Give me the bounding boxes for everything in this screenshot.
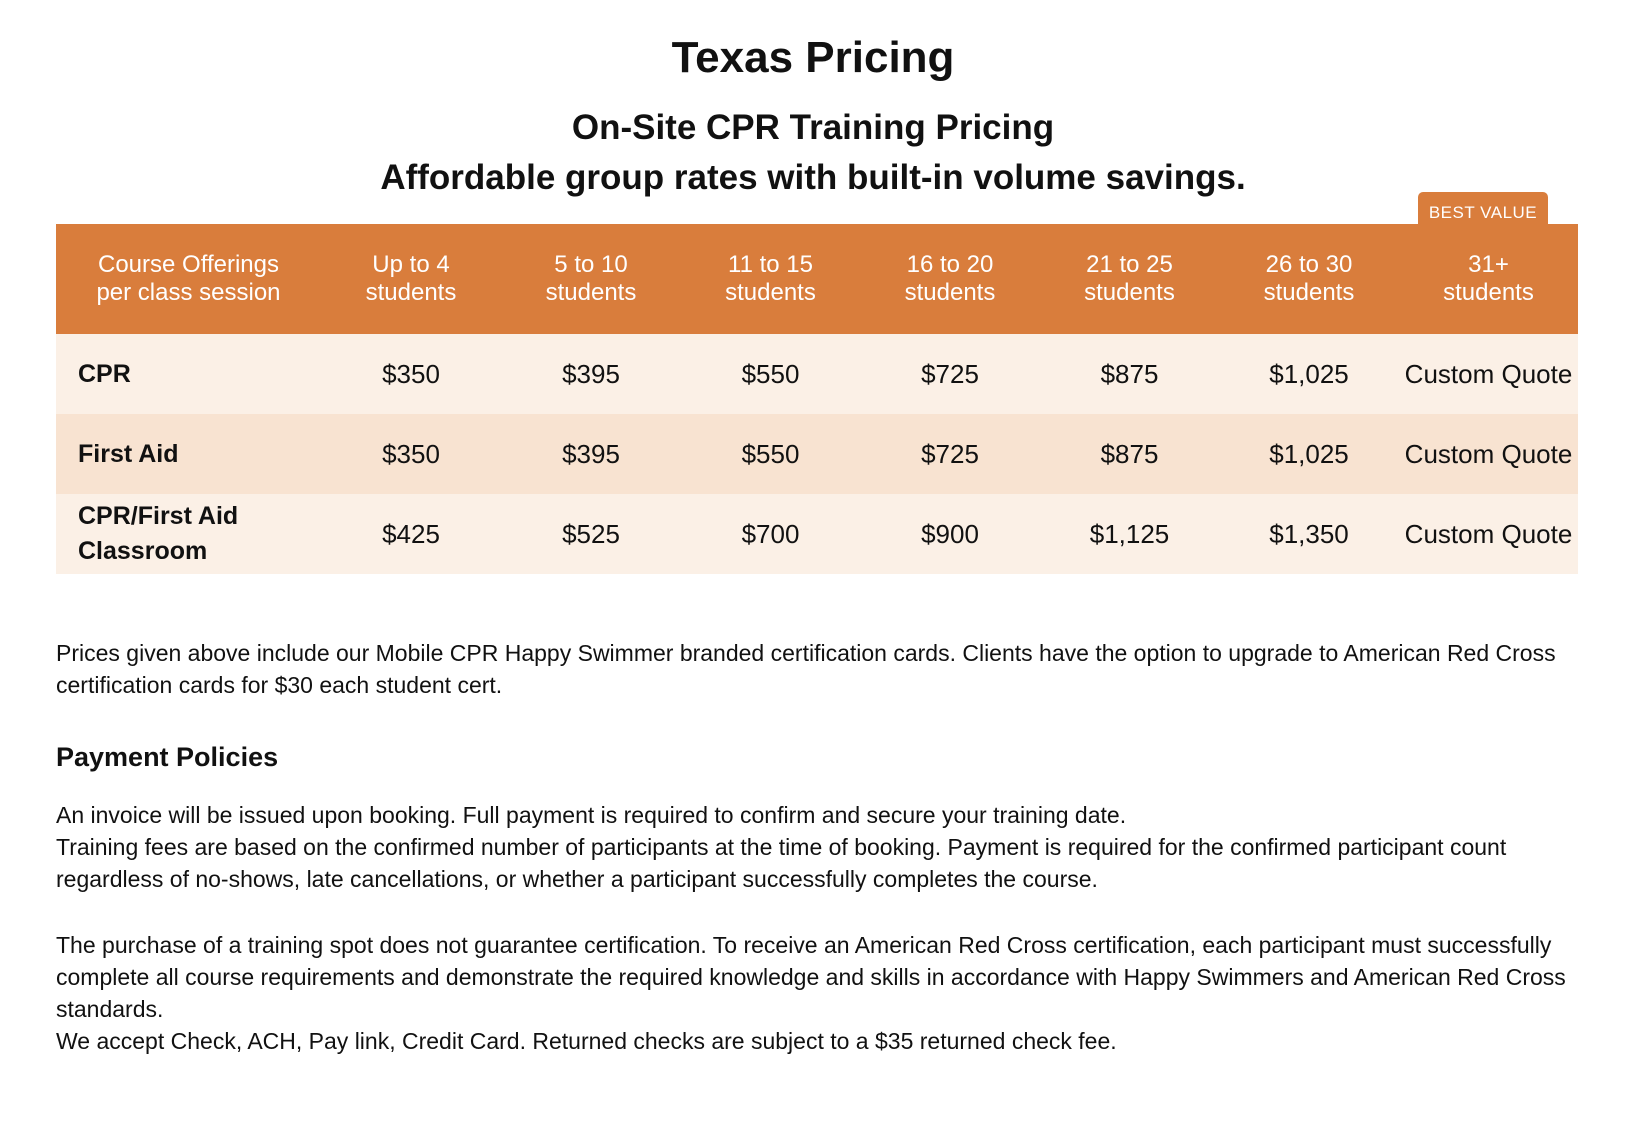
header-line: 5 to 10 xyxy=(554,251,628,278)
pricing-table-container: BEST VALUE Course Offerings per class se… xyxy=(56,192,1578,574)
course-name: CPR xyxy=(56,334,321,414)
header-tier-26-to-30: 26 to 30 students xyxy=(1219,224,1399,334)
header-line: 16 to 20 xyxy=(906,251,994,278)
header-tier-11-to-15: 11 to 15 students xyxy=(681,224,860,334)
price-cell: $350 xyxy=(321,334,501,414)
course-name-line: CPR/First Aid xyxy=(78,502,239,530)
header-tier-31-plus: 31+ students xyxy=(1399,224,1578,334)
header-line: 31+ xyxy=(1468,251,1509,278)
header-tier-up-to-4: Up to 4 students xyxy=(321,224,501,334)
header-line: students xyxy=(904,279,996,306)
header-line: students xyxy=(545,279,637,306)
prices-note-text: Prices given above include our Mobile CP… xyxy=(56,640,1556,698)
price-cell: $1,025 xyxy=(1219,414,1399,494)
price-cell: $1,125 xyxy=(1040,494,1219,574)
header-line: per class session xyxy=(96,279,281,306)
payment-policies-text-2: The purchase of a training spot does not… xyxy=(56,929,1586,1057)
price-cell: $550 xyxy=(681,334,860,414)
course-name-line: Classroom xyxy=(78,537,208,565)
price-cell: $1,025 xyxy=(1219,334,1399,414)
price-cell: Custom Quote xyxy=(1399,334,1578,414)
price-cell: $550 xyxy=(681,414,860,494)
pricing-table: Course Offerings per class session Up to… xyxy=(56,224,1578,574)
header-line: 26 to 30 xyxy=(1265,251,1353,278)
header-tier-16-to-20: 16 to 20 students xyxy=(860,224,1040,334)
price-cell: $725 xyxy=(860,414,1040,494)
payment-policies-heading: Payment Policies xyxy=(56,742,279,772)
header-line: students xyxy=(725,279,816,306)
header-line: 11 to 15 xyxy=(728,251,813,278)
header-line: Course Offerings xyxy=(98,251,279,278)
price-cell: $900 xyxy=(860,494,1040,574)
price-cell: $700 xyxy=(681,494,860,574)
price-cell: $350 xyxy=(321,414,501,494)
table-row-cpr-first-aid-classroom: CPR/First Aid Classroom $425 $525 $700 $… xyxy=(56,494,1578,574)
price-cell: Custom Quote xyxy=(1399,414,1578,494)
price-cell: $875 xyxy=(1040,334,1219,414)
price-cell: $395 xyxy=(501,414,681,494)
header-course-offerings: Course Offerings per class session xyxy=(56,224,321,334)
header-line: students xyxy=(1084,279,1175,306)
best-value-badge: BEST VALUE xyxy=(1418,192,1548,232)
header-line: students xyxy=(1263,279,1355,306)
header-tier-21-to-25: 21 to 25 students xyxy=(1040,224,1219,334)
price-cell: $425 xyxy=(321,494,501,574)
payment-methods: We accept Check, ACH, Pay link, Credit C… xyxy=(56,1028,1117,1054)
subtitle-tagline: Affordable group rates with built-in vol… xyxy=(380,158,1246,197)
fees-policy: Training fees are based on the confirmed… xyxy=(56,834,1507,892)
header-line: students xyxy=(1443,279,1534,306)
course-name: CPR/First Aid Classroom xyxy=(56,494,321,574)
table-row-cpr: CPR $350 $395 $550 $725 $875 $1,025 Cust… xyxy=(56,334,1578,414)
header-line: students xyxy=(365,279,457,306)
price-cell: $1,350 xyxy=(1219,494,1399,574)
header-line: Up to 4 xyxy=(372,251,450,278)
price-cell: $725 xyxy=(860,334,1040,414)
page-title: Texas Pricing xyxy=(671,33,955,82)
invoice-policy: An invoice will be issued upon booking. … xyxy=(56,802,1127,828)
price-cell: $525 xyxy=(501,494,681,574)
price-cell: $875 xyxy=(1040,414,1219,494)
table-row-first-aid: First Aid $350 $395 $550 $725 $875 $1,02… xyxy=(56,414,1578,494)
price-cell: $395 xyxy=(501,334,681,414)
price-cell: Custom Quote xyxy=(1399,494,1578,574)
certification-policy: The purchase of a training spot does not… xyxy=(56,932,1566,1022)
course-name: First Aid xyxy=(56,414,321,494)
header-tier-5-to-10: 5 to 10 students xyxy=(501,224,681,334)
header-row: Course Offerings per class session Up to… xyxy=(56,224,1578,334)
page-subtitle: On-Site CPR Training Pricing Affordable … xyxy=(0,103,1626,203)
subtitle-line: On-Site CPR Training Pricing xyxy=(571,108,1055,147)
header-line: 21 to 25 xyxy=(1086,251,1173,278)
payment-policies-text-1: An invoice will be issued upon booking. … xyxy=(56,799,1586,895)
prices-note: Prices given above include our Mobile CP… xyxy=(56,637,1586,701)
